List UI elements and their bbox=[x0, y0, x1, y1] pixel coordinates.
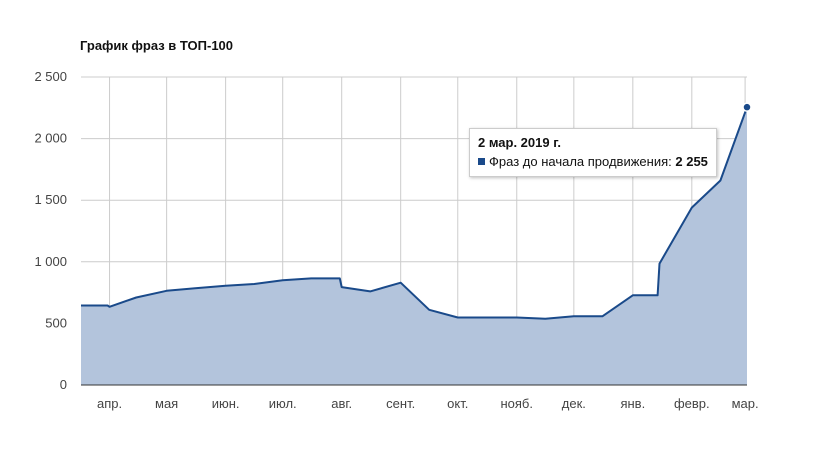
x-tick-label: июн. bbox=[212, 396, 240, 411]
x-tick-label: сент. bbox=[386, 396, 415, 411]
y-tick-label: 2 000 bbox=[34, 131, 67, 146]
x-tick-label: дек. bbox=[562, 396, 586, 411]
x-tick-label: янв. bbox=[620, 396, 645, 411]
series-area-fill bbox=[81, 107, 747, 385]
y-tick-label: 1 500 bbox=[34, 192, 67, 207]
tooltip-series-swatch bbox=[478, 158, 485, 165]
tooltip-series-name: Фраз до начала продвижения: bbox=[489, 154, 672, 169]
x-axis-ticks: апр. мая июн. июл. авг. сент. окт. нояб. дек. янв… bbox=[97, 396, 759, 411]
x-tick-label: нояб. bbox=[500, 396, 533, 411]
x-tick-label: июл. bbox=[269, 396, 297, 411]
series-line[interactable] bbox=[81, 106, 748, 320]
tooltip: 2 мар. 2019 г. Фраз до начала продвижени… bbox=[469, 128, 717, 177]
x-tick-label: мар. bbox=[732, 396, 759, 411]
tooltip-value: 2 255 bbox=[675, 154, 708, 169]
x-tick-label: мая bbox=[155, 396, 178, 411]
y-tick-label: 2 500 bbox=[34, 69, 67, 84]
x-tick-label: окт. bbox=[447, 396, 468, 411]
x-tick-label: февр. bbox=[674, 396, 710, 411]
hover-data-point[interactable] bbox=[742, 102, 752, 112]
tooltip-date: 2 мар. 2019 г. bbox=[478, 135, 561, 150]
chart-title: График фраз в ТОП-100 bbox=[80, 38, 234, 53]
x-tick-label: авг. bbox=[331, 396, 352, 411]
y-tick-label: 1 000 bbox=[34, 254, 67, 269]
y-tick-label: 500 bbox=[45, 315, 67, 330]
y-axis-ticks: 0 500 1 000 1 500 2 000 2 500 bbox=[34, 69, 67, 392]
y-tick-label: 0 bbox=[60, 377, 67, 392]
tooltip-row: Фраз до начала продвижения: 2 255 bbox=[478, 154, 708, 169]
x-tick-label: апр. bbox=[97, 396, 122, 411]
